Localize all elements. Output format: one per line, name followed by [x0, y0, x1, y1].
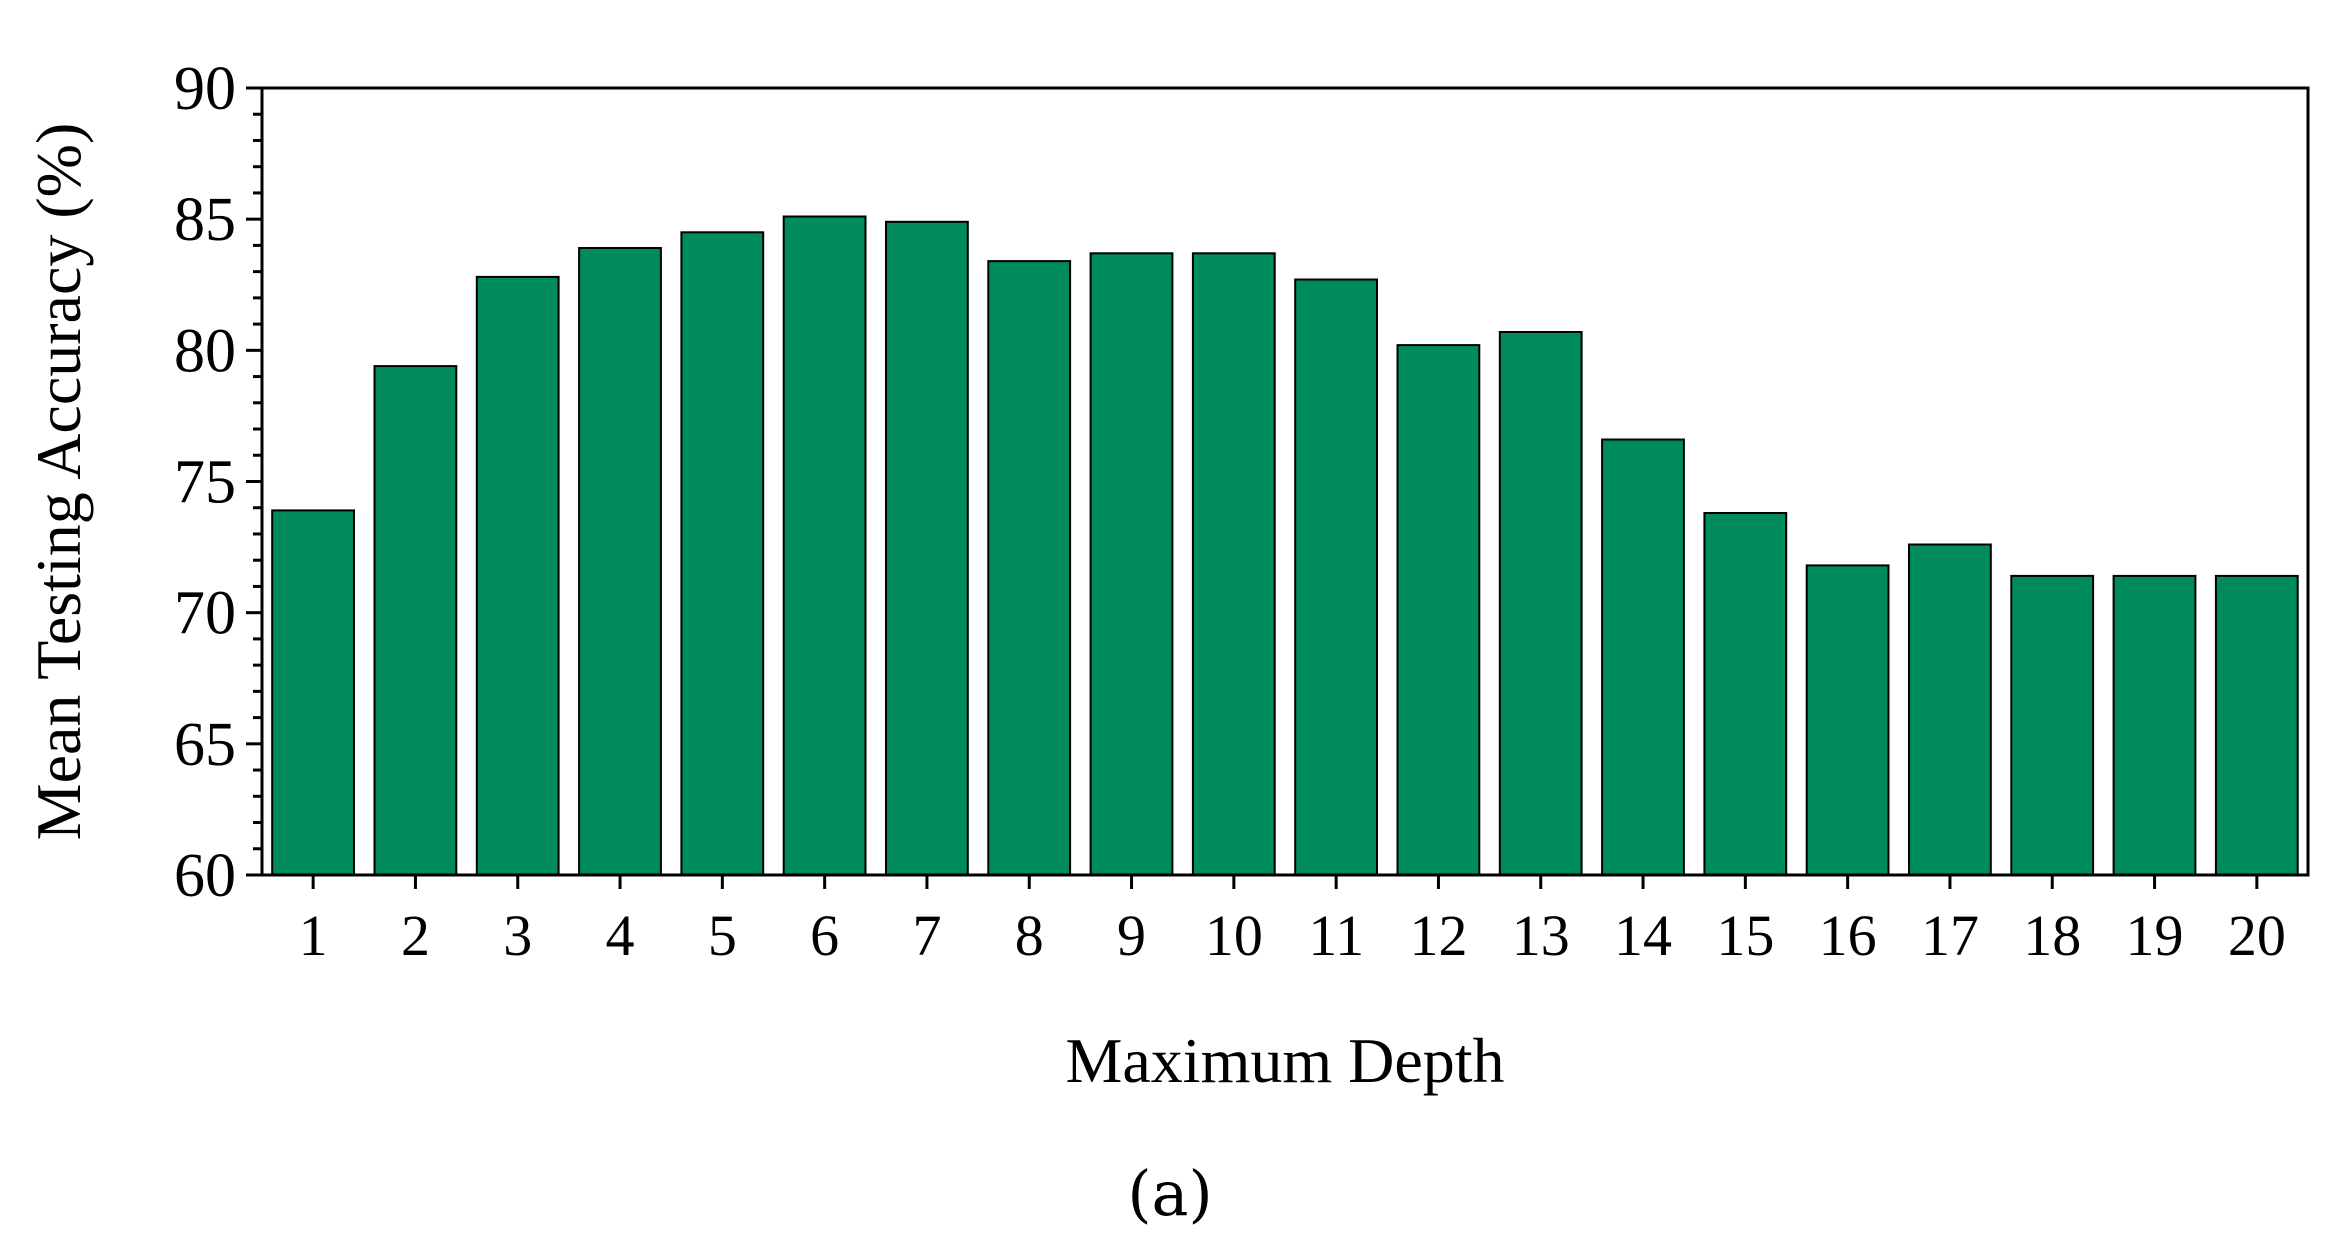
x-axis-title: Maximum Depth: [1065, 1025, 1504, 1096]
y-axis: 60 65 70 75 80 85 90: [174, 55, 262, 910]
x-tick-label: 7: [912, 903, 941, 968]
x-tick-label: 13: [1512, 903, 1570, 968]
x-tick-label: 15: [1716, 903, 1774, 968]
x-tick-label: 1: [299, 903, 328, 968]
x-tick-label: 11: [1308, 903, 1364, 968]
x-tick-label: 5: [708, 903, 737, 968]
bar-depth-6: [782, 215, 867, 876]
bar-depth-8: [987, 260, 1072, 877]
x-tick-label: 20: [2228, 903, 2286, 968]
x-tick-label: 19: [2126, 903, 2184, 968]
x-tick-label: 8: [1015, 903, 1044, 968]
x-tick-label: 3: [503, 903, 532, 968]
panel-label: (a): [1127, 1157, 1212, 1230]
x-tick-label: 17: [1921, 903, 1979, 968]
x-tick-label: 16: [1819, 903, 1877, 968]
x-tick-label: 2: [401, 903, 430, 968]
x-tick-label: 10: [1205, 903, 1263, 968]
y-tick-label: 60: [174, 842, 236, 910]
bar-depth-16: [1805, 564, 1890, 877]
bar-depth-4: [578, 247, 662, 876]
plot-frame: [260, 86, 2310, 877]
bar-depth-15: [1703, 512, 1788, 876]
x-tick-label: 18: [2023, 903, 2081, 968]
bar-depth-18: [2010, 574, 2095, 877]
x-axis: 1 2 3 4 5 6 7 8 9 10 11 12 13 14 15 16 17 18 19 20: [299, 875, 2286, 968]
bar-depth-10: [1191, 252, 1276, 877]
x-tick-label: 14: [1614, 903, 1672, 968]
x-tick-label: 9: [1117, 903, 1146, 968]
y-axis-title: Mean Testing Accuracy (%): [23, 123, 94, 841]
bar-depth-19: [2112, 574, 2197, 877]
bar-depth-17: [1908, 543, 1992, 876]
x-tick-label: 6: [810, 903, 839, 968]
bar-depth-20: [2214, 574, 2299, 877]
bar-depth-13: [1498, 331, 1583, 876]
x-tick-label: 12: [1409, 903, 1467, 968]
y-tick-label: 65: [174, 711, 236, 779]
y-tick-label: 80: [174, 317, 236, 385]
bar-depth-12: [1396, 344, 1481, 877]
bar-depth-5: [680, 231, 765, 877]
bar-depth-9: [1089, 252, 1174, 877]
bar-depth-3: [475, 275, 560, 876]
bar-depth-11: [1294, 278, 1378, 876]
bar-depth-7: [885, 220, 969, 877]
x-tick-label: 4: [606, 903, 635, 968]
y-tick-label: 90: [174, 55, 236, 123]
bar-depth-1: [271, 509, 356, 876]
y-tick-label: 75: [174, 449, 236, 517]
y-tick-label: 70: [174, 580, 236, 648]
bar-depth-2: [373, 365, 458, 876]
bar-depth-14: [1601, 438, 1685, 876]
y-tick-label: 85: [174, 186, 236, 254]
bars-group: [271, 215, 2299, 877]
